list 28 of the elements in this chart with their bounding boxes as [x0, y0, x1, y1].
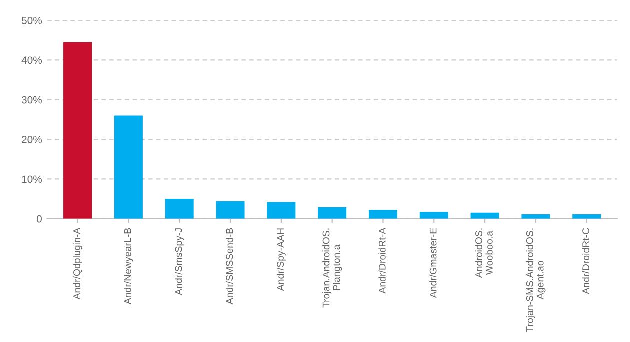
x-tick-label: Andr/SmsSpy-J [175, 228, 184, 296]
bar [267, 202, 296, 219]
y-tick-label: 40% [22, 56, 42, 64]
bar [572, 214, 602, 219]
x-tick-label: Andr/DroidRt-A [378, 228, 386, 294]
bar [318, 207, 347, 219]
y-tick-label: 30% [22, 96, 42, 104]
x-tick-label: Trojan.AndroidOS. Plangton.a [322, 228, 342, 308]
x-tick-label: Andr/Qdplugin-A [73, 228, 82, 300]
bar [522, 214, 550, 219]
y-tick-label: 50% [22, 17, 42, 24]
x-tick-label: Andr/DroidRt-C [582, 228, 590, 294]
x-tick-label: AndroidOS. Wooboo.a [475, 228, 493, 278]
x-tick-label: Andr/SMSSend-B [226, 228, 234, 305]
y-tick-label: 0 [37, 215, 42, 223]
bar [420, 212, 448, 219]
bar [470, 212, 500, 219]
x-tick-label: Andr/Spy-AAH [276, 228, 286, 292]
x-tick-label: Andr/Gmaster-E [430, 228, 437, 298]
y-tick-label: 10% [22, 176, 42, 184]
bar [165, 199, 194, 219]
y-tick-label: 20% [22, 136, 42, 144]
bar [368, 210, 398, 219]
bar [64, 42, 92, 219]
x-tick-label: Trojan-SMS.AndroidOS. Agent.ao [526, 228, 546, 332]
bar [114, 116, 143, 219]
x-tick-label: Andr/NewyearL-B [124, 228, 134, 305]
bar [216, 201, 245, 219]
